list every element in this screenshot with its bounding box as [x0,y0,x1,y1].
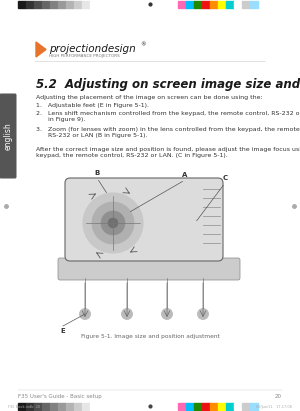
Bar [90,1,98,8]
Text: projectiondesign: projectiondesign [49,44,136,54]
FancyBboxPatch shape [0,93,16,178]
Bar [250,1,258,8]
Bar [18,1,26,8]
Bar [26,403,34,410]
Text: Figure 5-1. Image size and position adjustment: Figure 5-1. Image size and position adju… [81,334,219,339]
FancyBboxPatch shape [65,178,223,261]
Bar [34,1,42,8]
Text: 20: 20 [275,394,282,399]
Bar [234,403,242,410]
Bar [226,403,234,410]
Bar [194,403,202,410]
Bar [42,1,50,8]
Bar [66,403,74,410]
Circle shape [80,309,91,319]
Bar [58,1,66,8]
Text: C: C [222,175,228,181]
Bar [90,403,98,410]
Text: 06/Jun/11   17:17:08: 06/Jun/11 17:17:08 [256,405,292,409]
Text: HIGH PERFORMANCE PROJECTORS: HIGH PERFORMANCE PROJECTORS [49,53,120,58]
Bar [178,403,186,410]
Circle shape [101,211,125,235]
Circle shape [92,202,134,244]
Circle shape [83,193,143,253]
Bar [74,1,82,8]
Text: ®: ® [140,42,145,48]
Circle shape [122,309,133,319]
Bar [218,403,226,410]
Bar [226,1,234,8]
Bar [194,1,202,8]
Circle shape [161,309,172,319]
Bar [210,1,218,8]
Text: E: E [61,328,65,334]
FancyBboxPatch shape [58,258,240,280]
Text: 2.   Lens shift mechanism controlled from the keypad, the remote control, RS-232: 2. Lens shift mechanism controlled from … [36,111,300,122]
Bar [218,1,226,8]
Text: F35 Book.indb  20: F35 Book.indb 20 [8,405,40,409]
Text: english: english [4,122,13,150]
Circle shape [108,218,118,228]
Text: After the correct image size and position is found, please adjust the image focu: After the correct image size and positio… [36,147,300,158]
Bar [202,1,210,8]
Bar [26,1,34,8]
Bar [178,1,186,8]
Bar [202,403,210,410]
Bar [66,1,74,8]
Bar [82,403,90,410]
Text: 5.2  Adjusting on screen image size and position: 5.2 Adjusting on screen image size and p… [36,78,300,91]
Text: 1.   Adjustable feet (E in Figure 5-1).: 1. Adjustable feet (E in Figure 5-1). [36,103,149,108]
Bar [250,403,258,410]
Bar [74,403,82,410]
Bar [50,403,58,410]
Text: F35 User's Guide - Basic setup: F35 User's Guide - Basic setup [18,394,102,399]
Bar [50,1,58,8]
Polygon shape [36,42,46,57]
Text: 3.   Zoom (for lenses with zoom) in the lens controlled from the keypad, the rem: 3. Zoom (for lenses with zoom) in the le… [36,127,300,138]
Bar [42,403,50,410]
Bar [242,1,250,8]
Bar [58,403,66,410]
Bar [234,1,242,8]
Text: B: B [94,170,100,176]
Bar [242,403,250,410]
Text: Adjusting the placement of the image on screen can be done using the:: Adjusting the placement of the image on … [36,95,262,100]
Bar [34,403,42,410]
Bar [18,403,26,410]
Bar [210,403,218,410]
Bar [186,1,194,8]
Circle shape [197,309,208,319]
Bar [82,1,90,8]
Bar [186,403,194,410]
Text: A: A [182,172,188,178]
